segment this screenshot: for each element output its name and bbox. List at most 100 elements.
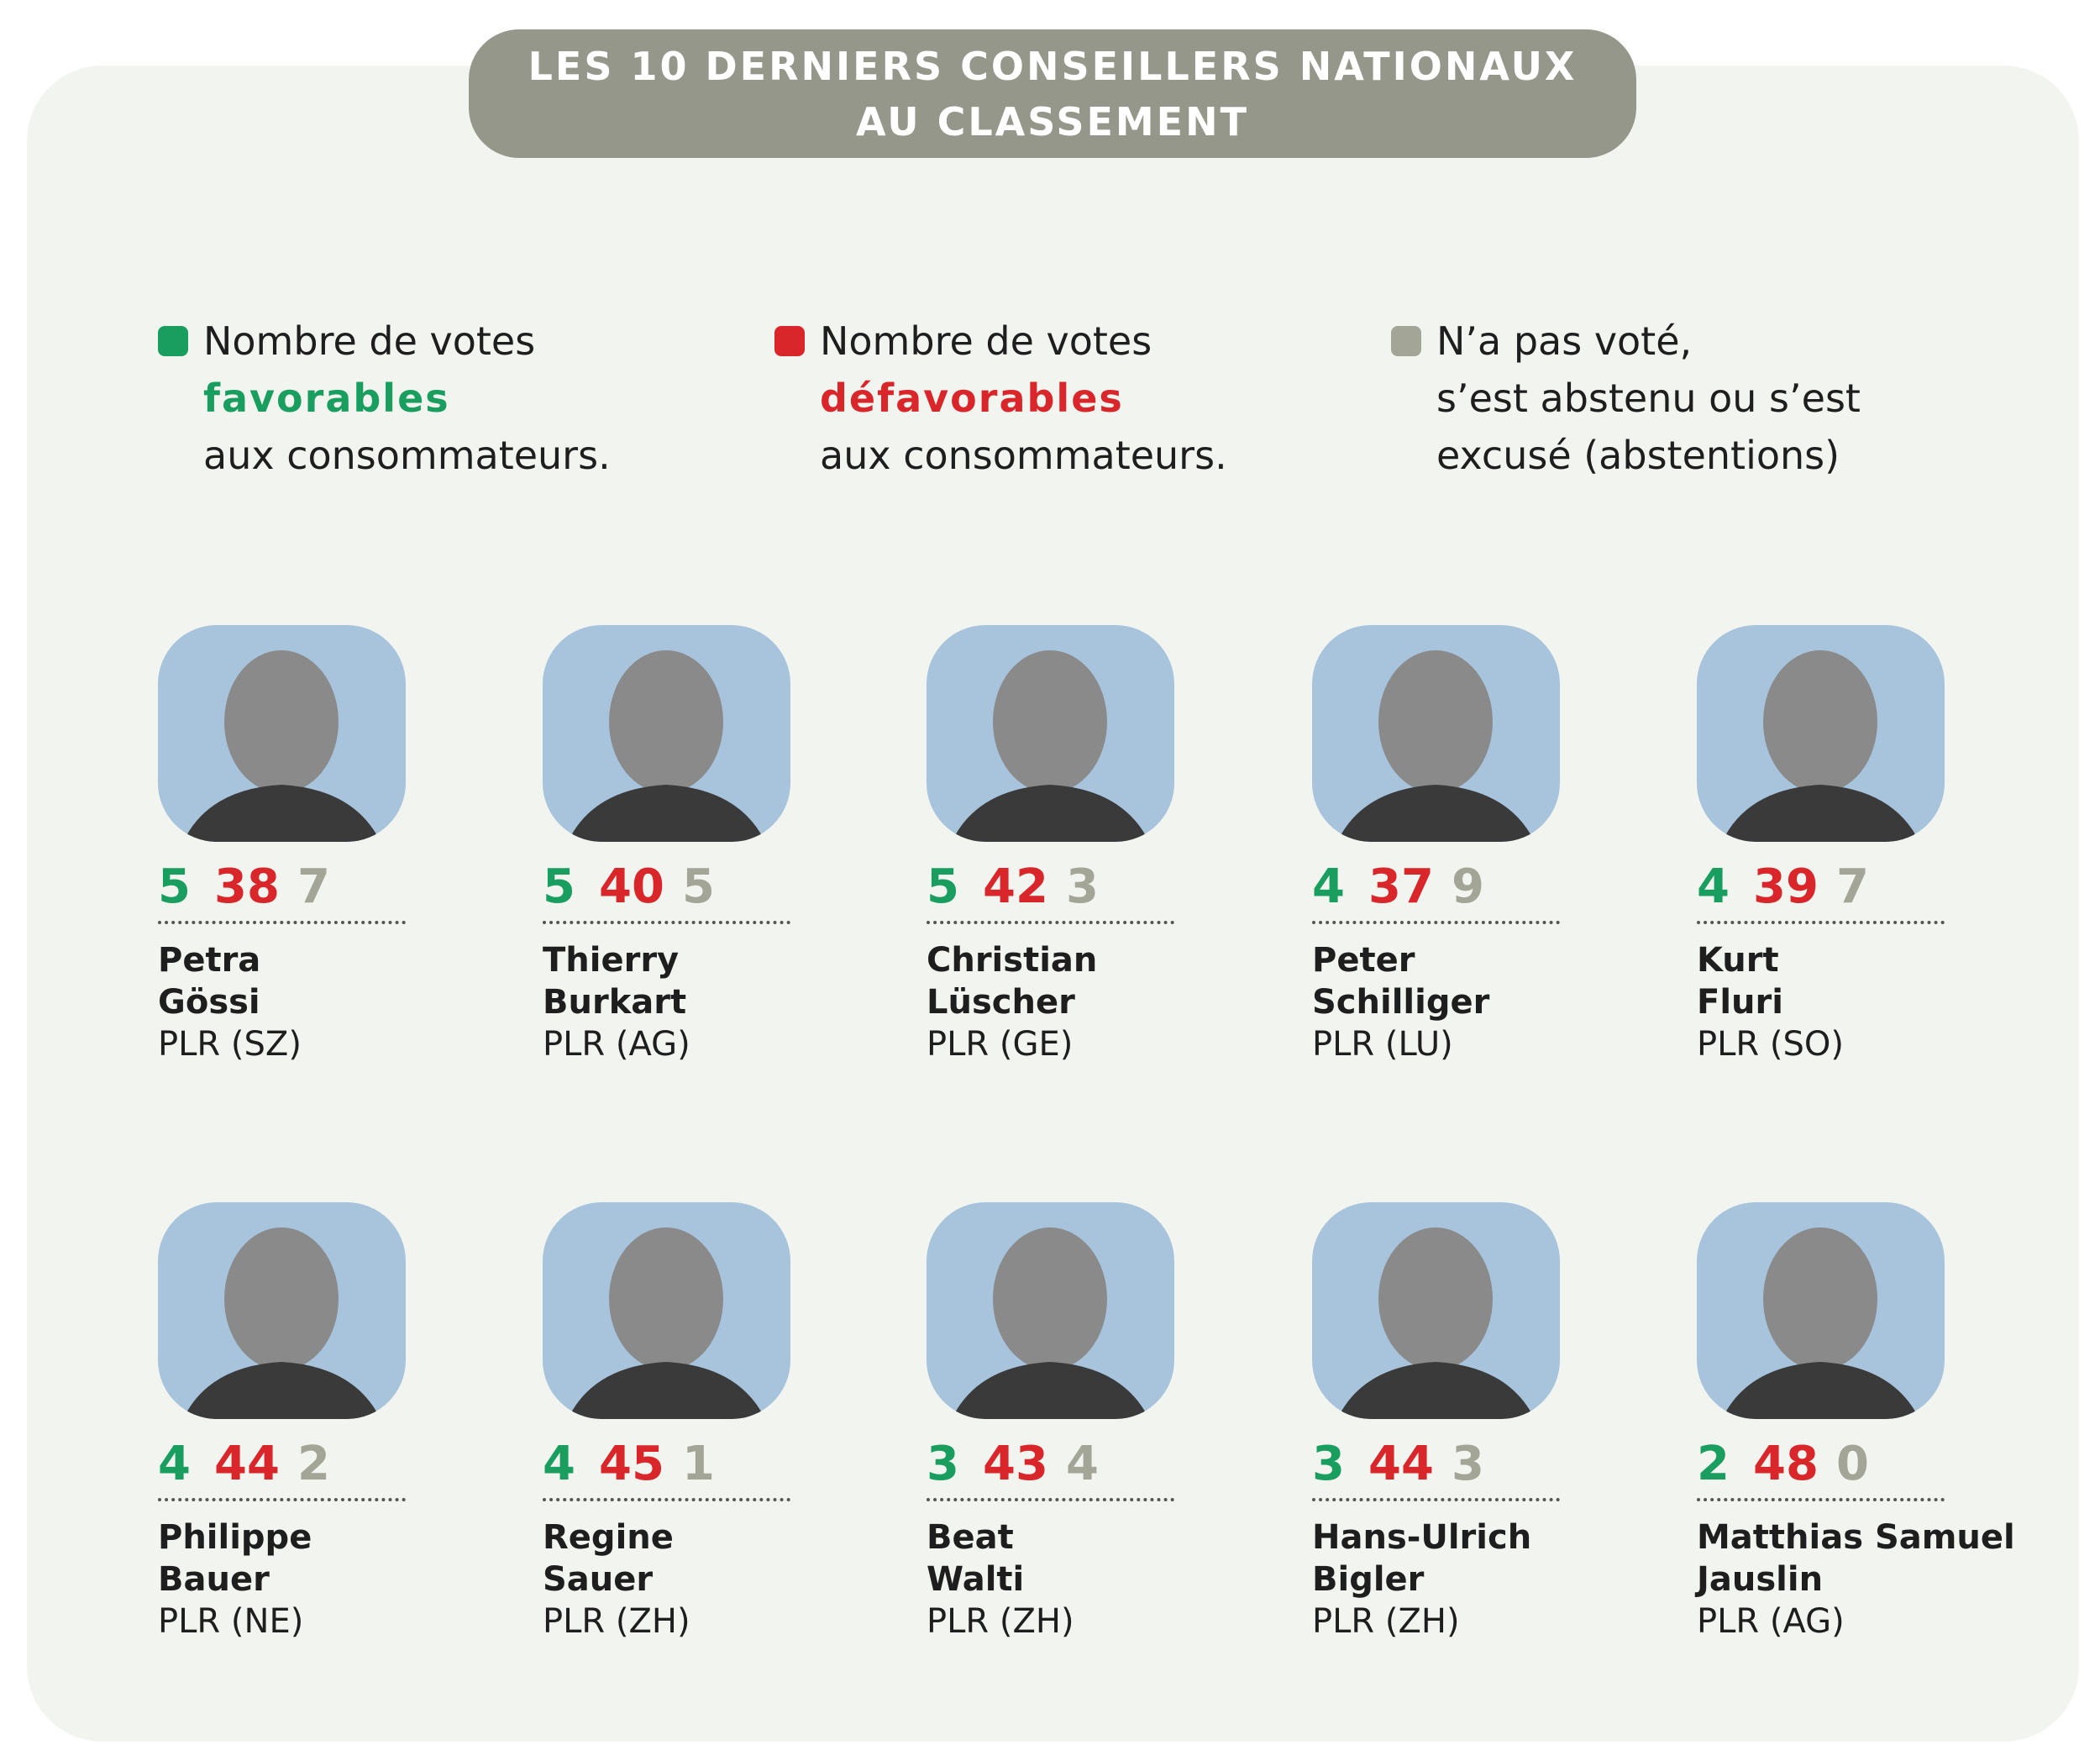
legend-text: aux consommateurs. bbox=[820, 433, 1227, 478]
vote-count: 44 bbox=[1368, 1437, 1434, 1491]
vote-count: 5 bbox=[682, 859, 715, 914]
last-name: Lüscher bbox=[927, 983, 1075, 1022]
separator bbox=[927, 921, 1174, 924]
vote-count: 5 bbox=[543, 859, 575, 914]
silhouette bbox=[568, 1227, 765, 1419]
vote-count: 4 bbox=[1066, 1437, 1099, 1491]
vote-count: 4 bbox=[1697, 859, 1730, 914]
portrait bbox=[158, 1202, 406, 1419]
last-name: Bigler bbox=[1312, 1560, 1425, 1599]
separator bbox=[1312, 1498, 1560, 1501]
legend-text: favorables bbox=[203, 376, 450, 421]
title: AU CLASSEMENT bbox=[856, 98, 1249, 145]
legend-text: défavorables bbox=[820, 376, 1124, 421]
party: PLR (NE) bbox=[158, 1602, 304, 1641]
separator bbox=[1697, 1498, 1945, 1501]
party: PLR (ZH) bbox=[543, 1602, 690, 1641]
vote-count: 37 bbox=[1368, 859, 1434, 914]
vote-count: 1 bbox=[682, 1437, 715, 1491]
first-name: Thierry bbox=[543, 941, 680, 980]
party: PLR (AG) bbox=[543, 1025, 690, 1064]
silhouette bbox=[183, 650, 381, 842]
silhouette bbox=[952, 1227, 1149, 1419]
party: PLR (GE) bbox=[927, 1025, 1074, 1064]
party: PLR (ZH) bbox=[1312, 1602, 1460, 1641]
first-name: Matthias Samuel bbox=[1697, 1518, 2015, 1557]
portrait bbox=[927, 1202, 1174, 1419]
legend-marker bbox=[1391, 326, 1421, 356]
vote-count: 39 bbox=[1753, 859, 1819, 914]
legend-marker bbox=[774, 326, 805, 356]
portrait bbox=[158, 625, 406, 842]
first-name: Hans-Ulrich bbox=[1312, 1518, 1532, 1557]
first-name: Christian bbox=[927, 941, 1098, 980]
last-name: Sauer bbox=[543, 1560, 654, 1599]
vote-count: 7 bbox=[297, 859, 330, 914]
party: PLR (SO) bbox=[1697, 1025, 1844, 1064]
legend-text: s’est abstenu ou s’est bbox=[1436, 376, 1861, 421]
portrait bbox=[543, 1202, 790, 1419]
vote-count: 3 bbox=[1452, 1437, 1484, 1491]
vote-count: 3 bbox=[927, 1437, 959, 1491]
title-banner: LES 10 DERNIERS CONSEILLERS NATIONAUX AU … bbox=[469, 29, 1636, 158]
silhouette bbox=[1337, 650, 1535, 842]
vote-count: 40 bbox=[599, 859, 664, 914]
separator bbox=[927, 1498, 1174, 1501]
last-name: Walti bbox=[927, 1560, 1025, 1599]
last-name: Burkart bbox=[543, 983, 687, 1022]
vote-count: 3 bbox=[1312, 1437, 1345, 1491]
separator bbox=[1312, 921, 1560, 924]
vote-count: 2 bbox=[297, 1437, 330, 1491]
background-panel bbox=[27, 66, 2079, 1742]
separator bbox=[543, 1498, 790, 1501]
vote-count: 44 bbox=[214, 1437, 280, 1491]
portrait bbox=[1697, 625, 1945, 842]
party: PLR (SZ) bbox=[158, 1025, 302, 1064]
vote-count: 4 bbox=[1312, 859, 1345, 914]
last-name: Gössi bbox=[158, 983, 260, 1022]
party: PLR (AG) bbox=[1697, 1602, 1845, 1641]
first-name: Philippe bbox=[158, 1518, 312, 1557]
last-name: Bauer bbox=[158, 1560, 270, 1599]
vote-count: 48 bbox=[1753, 1437, 1819, 1491]
legend-text: excusé (abstentions) bbox=[1436, 433, 1840, 478]
vote-count: 43 bbox=[983, 1437, 1048, 1491]
portrait bbox=[543, 625, 790, 842]
portrait bbox=[1697, 1202, 1945, 1419]
title: LES 10 DERNIERS CONSEILLERS NATIONAUX bbox=[528, 43, 1578, 89]
vote-count: 0 bbox=[1836, 1437, 1869, 1491]
vote-count: 9 bbox=[1452, 859, 1484, 914]
silhouette bbox=[1722, 650, 1919, 842]
separator bbox=[1697, 921, 1945, 924]
party: PLR (LU) bbox=[1312, 1025, 1453, 1064]
silhouette bbox=[183, 1227, 381, 1419]
legend-text: Nombre de votes bbox=[820, 318, 1152, 364]
legend-marker bbox=[158, 326, 188, 356]
last-name: Fluri bbox=[1697, 983, 1783, 1022]
portrait bbox=[927, 625, 1174, 842]
portrait bbox=[1312, 1202, 1560, 1419]
vote-count: 45 bbox=[599, 1437, 664, 1491]
legend-text: N’a pas voté, bbox=[1436, 318, 1693, 364]
vote-count: 3 bbox=[1066, 859, 1099, 914]
last-name: Jauslin bbox=[1697, 1560, 1824, 1599]
vote-count: 4 bbox=[158, 1437, 191, 1491]
legend-text: aux consommateurs. bbox=[203, 433, 611, 478]
silhouette bbox=[1337, 1227, 1535, 1419]
separator bbox=[158, 1498, 406, 1501]
vote-count: 2 bbox=[1697, 1437, 1730, 1491]
legend-text: Nombre de votes bbox=[203, 318, 536, 364]
vote-count: 42 bbox=[983, 859, 1048, 914]
first-name: Peter bbox=[1312, 941, 1415, 980]
separator bbox=[158, 921, 406, 924]
silhouette bbox=[568, 650, 765, 842]
vote-count: 4 bbox=[543, 1437, 575, 1491]
vote-count: 7 bbox=[1836, 859, 1869, 914]
portrait bbox=[1312, 625, 1560, 842]
first-name: Petra bbox=[158, 941, 261, 980]
vote-count: 5 bbox=[927, 859, 959, 914]
vote-count: 38 bbox=[214, 859, 280, 914]
last-name: Schilliger bbox=[1312, 983, 1490, 1022]
separator bbox=[543, 921, 790, 924]
